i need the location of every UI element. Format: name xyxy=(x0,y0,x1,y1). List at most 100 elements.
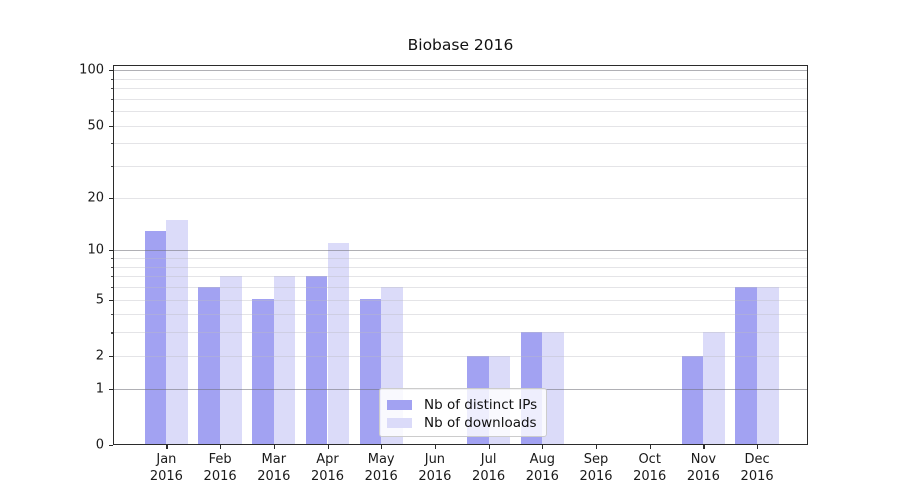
y-minor-tick-mark-90 xyxy=(110,78,113,80)
gridline-minor-9 xyxy=(113,258,808,259)
x-tick-label-jul: Jul 2016 xyxy=(457,452,521,485)
x-tick-mark-dec xyxy=(757,445,759,449)
bar-nov-downloads xyxy=(703,332,726,445)
x-tick-label-month: Jun xyxy=(424,452,446,467)
y-tick-label-2: 2 xyxy=(95,348,104,364)
gridline-minor-40 xyxy=(113,143,808,145)
bar-jan-downloads xyxy=(166,219,189,445)
x-tick-mark-apr xyxy=(327,445,329,449)
y-minor-tick-mark-9 xyxy=(110,258,113,260)
gridline-minor-20 xyxy=(113,197,808,199)
x-tick-label-year: 2016 xyxy=(364,468,398,484)
gridline-minor-8 xyxy=(113,266,808,268)
x-tick-label-month: Jul xyxy=(480,452,497,467)
legend-label-distinct-ips: Nb of distinct IPs xyxy=(424,397,538,413)
x-tick-mark-feb xyxy=(220,445,222,449)
y-minor-tick-mark-3 xyxy=(110,332,113,334)
x-tick-label-year: 2016 xyxy=(579,468,613,484)
x-tick-label-year: 2016 xyxy=(633,468,667,484)
y-minor-tick-mark-30 xyxy=(110,166,113,168)
x-tick-label-year: 2016 xyxy=(257,468,291,484)
y-minor-tick-mark-8 xyxy=(110,266,113,268)
bar-dec-downloads xyxy=(757,286,779,445)
bar-dec-distinct-ips xyxy=(735,286,758,445)
y-minor-tick-mark-40 xyxy=(110,143,113,145)
x-tick-label-sep: Sep 2016 xyxy=(564,452,628,485)
x-tick-mark-may xyxy=(381,445,383,449)
x-tick-label-month: Mar xyxy=(261,452,287,467)
y-minor-tick-mark-70 xyxy=(110,98,113,100)
y-minor-tick-mark-7 xyxy=(110,276,113,278)
bar-mar-downloads xyxy=(273,276,296,445)
x-tick-mark-aug xyxy=(542,445,544,449)
y-minor-tick-mark-6 xyxy=(110,286,113,289)
x-tick-mark-sep xyxy=(596,445,598,449)
gridline-minor-5 xyxy=(113,299,808,301)
x-tick-label-year: 2016 xyxy=(310,468,345,484)
x-tick-label-jan: Jan 2016 xyxy=(134,452,198,485)
x-tick-label-oct: Oct 2016 xyxy=(618,452,682,485)
x-tick-label-month: Feb xyxy=(208,452,232,467)
y-minor-tick-mark-2 xyxy=(110,355,113,357)
gridline-minor-90 xyxy=(113,78,808,80)
y-tick-mark-100 xyxy=(108,70,113,72)
gridline-minor-7 xyxy=(113,276,808,278)
gridline-minor-4 xyxy=(113,314,808,316)
x-tick-label-mar: Mar 2016 xyxy=(242,452,306,485)
x-tick-label-year: 2016 xyxy=(149,468,183,484)
gridline-minor-6 xyxy=(113,286,808,288)
gridline-major-10 xyxy=(113,250,808,252)
gridline-minor-50 xyxy=(113,125,808,127)
bar-apr-distinct-ips xyxy=(305,276,328,445)
x-tick-label-year: 2016 xyxy=(203,468,237,484)
bar-aug-downloads xyxy=(542,332,564,445)
x-tick-label-aug: Aug 2016 xyxy=(510,452,574,485)
bar-mar-distinct-ips xyxy=(252,299,274,445)
chart-title: Biobase 2016 xyxy=(407,36,514,54)
bar-nov-distinct-ips xyxy=(681,355,704,445)
x-tick-label-year: 2016 xyxy=(418,468,452,484)
gridline-minor-30 xyxy=(113,166,808,167)
x-tick-label-nov: Nov 2016 xyxy=(671,452,735,485)
plot-area-frame xyxy=(113,65,808,445)
x-tick-mark-oct xyxy=(649,445,651,449)
x-tick-label-month: Sep xyxy=(583,452,609,467)
x-tick-label-year: 2016 xyxy=(740,468,774,484)
gridline-minor-70 xyxy=(113,98,808,100)
y-minor-tick-mark-60 xyxy=(110,111,113,113)
x-tick-mark-jun xyxy=(434,445,437,449)
bar-may-distinct-ips xyxy=(359,299,382,445)
legend-swatch-downloads-icon xyxy=(387,418,412,428)
gridline-minor-3 xyxy=(113,332,808,334)
gridline-minor-80 xyxy=(113,88,808,89)
x-tick-mark-mar xyxy=(273,445,275,449)
bar-jan-distinct-ips xyxy=(144,230,167,445)
x-tick-label-month: Oct xyxy=(638,452,661,467)
y-tick-mark-10 xyxy=(108,250,113,252)
y-tick-label-100: 100 xyxy=(79,62,104,78)
legend-label-downloads: Nb of downloads xyxy=(424,415,537,431)
legend-swatch-distinct-ips-icon xyxy=(387,400,412,410)
y-minor-tick-mark-20 xyxy=(110,197,113,199)
bar-feb-downloads xyxy=(220,276,242,445)
y-tick-label-1: 1 xyxy=(95,381,104,397)
y-tick-label-50: 50 xyxy=(87,118,104,134)
gridline-major-100 xyxy=(113,70,808,72)
y-tick-label-20: 20 xyxy=(87,190,104,206)
x-tick-label-dec: Dec 2016 xyxy=(725,452,789,485)
x-tick-label-month: Nov xyxy=(690,452,717,467)
x-tick-label-month: May xyxy=(367,452,395,467)
x-tick-label-year: 2016 xyxy=(686,468,720,484)
y-minor-tick-mark-5 xyxy=(110,299,113,301)
y-tick-label-5: 5 xyxy=(95,292,104,307)
bar-feb-distinct-ips xyxy=(198,286,221,445)
x-tick-label-apr: Apr 2016 xyxy=(296,452,360,485)
y-minor-tick-mark-80 xyxy=(110,88,113,90)
gridline-minor-60 xyxy=(113,111,808,113)
x-tick-label-month: Jan xyxy=(156,452,177,467)
x-tick-label-jun: Jun 2016 xyxy=(403,452,467,485)
x-tick-mark-jan xyxy=(166,445,168,449)
legend-entry-distinct-ips: Nb of distinct IPs xyxy=(387,396,538,414)
x-tick-mark-nov xyxy=(703,445,705,449)
